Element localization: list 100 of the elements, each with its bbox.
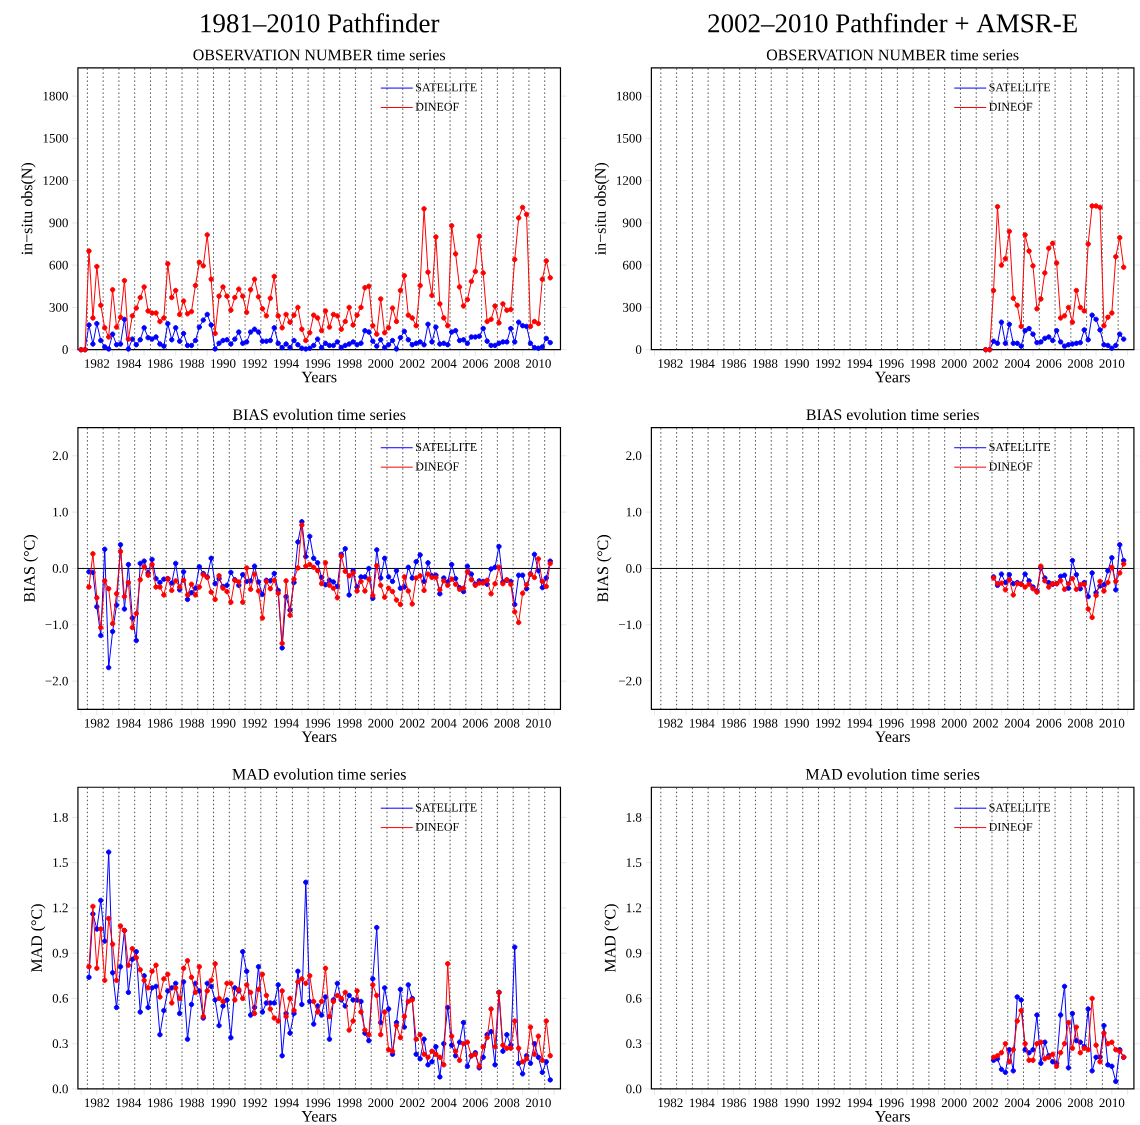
x-tick-label: 1994 xyxy=(274,359,299,368)
legend-label: DINEOF xyxy=(989,822,1033,831)
x-tick-label: 1998 xyxy=(337,1098,362,1108)
x-tick-label: 2010 xyxy=(525,718,551,728)
x-tick-label: 1986 xyxy=(721,359,746,368)
x-tick-label: 1984 xyxy=(116,1098,142,1108)
x-tick-label: 1992 xyxy=(242,1098,267,1108)
x-tick-label: 2010 xyxy=(525,359,551,368)
x-tick-label: 1986 xyxy=(721,718,746,728)
y-tick-label: 1500 xyxy=(43,133,68,143)
x-tick-label: 1994 xyxy=(847,359,873,368)
x-tick-label: 1990 xyxy=(211,359,236,368)
x-tick-label: 1994 xyxy=(847,718,873,728)
y-tick-label: 300 xyxy=(623,303,642,312)
x-axis-title: Years xyxy=(301,731,337,743)
x-tick-label: 2002 xyxy=(973,359,998,368)
x-tick-label: 2006 xyxy=(1036,1098,1062,1108)
y-tick-label: −1.0 xyxy=(45,620,68,630)
chart-title: MAD evolution time series xyxy=(232,768,406,780)
x-tick-label: 1994 xyxy=(847,1098,873,1108)
x-tick-label: 1996 xyxy=(879,1098,904,1108)
y-tick-label: 0 xyxy=(62,345,68,355)
y-tick-label: 0.9 xyxy=(52,948,68,958)
y-tick-label: 0.6 xyxy=(626,994,642,1003)
y-tick-label: 0.3 xyxy=(626,1039,642,1049)
y-tick-label: 300 xyxy=(49,303,68,312)
chart-title: MAD evolution time series xyxy=(805,768,980,780)
y-tick-label: 600 xyxy=(622,260,642,270)
chart-title: 1981–2010 Pathfinder xyxy=(201,13,440,33)
x-tick-label: 1998 xyxy=(910,718,936,728)
x-tick-label: 1992 xyxy=(816,1098,841,1108)
y-tick-label: 1500 xyxy=(617,133,642,143)
legend-label: SATELLITE xyxy=(416,443,477,452)
x-tick-label: 2010 xyxy=(1099,718,1125,728)
x-tick-label: 1996 xyxy=(305,718,331,728)
x-tick-label: 1984 xyxy=(116,359,142,368)
x-tick-label: 1992 xyxy=(816,718,841,728)
x-tick-label: 1998 xyxy=(337,359,362,368)
x-tick-label: 1986 xyxy=(721,1098,746,1108)
x-tick-label: 1998 xyxy=(910,1098,936,1108)
x-tick-label: 1992 xyxy=(242,718,267,728)
y-tick-label: 0.3 xyxy=(52,1039,68,1049)
x-tick-label: 1988 xyxy=(753,1098,778,1108)
x-tick-label: 1990 xyxy=(784,359,809,368)
y-tick-label: 1200 xyxy=(43,176,68,185)
x-tick-label: 2008 xyxy=(1067,1098,1093,1108)
x-tick-label: 1994 xyxy=(274,718,299,728)
chart-title: 2002–2010 Pathfinder + AMSR-E xyxy=(708,13,1077,33)
x-tick-label: 2000 xyxy=(941,359,967,368)
legend-label: DINEOF xyxy=(415,102,459,111)
x-tick-label: 1984 xyxy=(116,718,142,728)
x-tick-label: 2008 xyxy=(494,1098,520,1108)
x-tick-label: 1982 xyxy=(85,718,110,728)
x-tick-label: 2006 xyxy=(462,718,488,728)
x-tick-label: 1992 xyxy=(242,359,267,368)
y-tick-label: 1800 xyxy=(43,91,68,101)
y-tick-label: −2.0 xyxy=(618,676,642,686)
x-tick-label: 1996 xyxy=(305,359,331,368)
y-tick-label: 900 xyxy=(49,218,68,228)
x-tick-label: 1996 xyxy=(879,359,904,368)
y-tick-label: 2.0 xyxy=(626,451,642,461)
x-axis-title: Years xyxy=(875,731,910,743)
y-tick-label: 1800 xyxy=(617,91,642,101)
y-axis-title: BIAS (°C) xyxy=(23,535,39,603)
x-tick-label: 2010 xyxy=(1099,1098,1125,1108)
y-tick-label: 1.8 xyxy=(53,813,68,822)
y-tick-label: 1.0 xyxy=(626,507,642,517)
x-tick-label: 2006 xyxy=(462,1098,488,1108)
x-tick-label: 1996 xyxy=(879,718,904,728)
y-tick-label: 0.0 xyxy=(52,1084,68,1094)
x-tick-label: 2010 xyxy=(1099,359,1125,368)
x-tick-label: 1988 xyxy=(753,359,778,368)
x-tick-label: 1986 xyxy=(148,1098,173,1108)
x-tick-label: 2004 xyxy=(1004,718,1031,728)
y-tick-label: 1.2 xyxy=(53,903,68,913)
legend-label: SATELLITE xyxy=(416,83,477,92)
x-tick-label: 1986 xyxy=(148,359,173,368)
x-tick-label: 2004 xyxy=(1004,1098,1031,1108)
x-tick-label: 2002 xyxy=(399,718,425,728)
y-tick-label: 1.0 xyxy=(53,507,68,517)
x-tick-label: 2000 xyxy=(941,718,967,728)
x-tick-label: 2002 xyxy=(973,718,998,728)
x-tick-label: 1994 xyxy=(274,1098,299,1108)
x-tick-label: 2000 xyxy=(368,359,394,368)
legend-label: DINEOF xyxy=(989,462,1033,471)
x-tick-label: 2000 xyxy=(368,718,394,728)
x-tick-label: 1990 xyxy=(784,1098,809,1108)
x-axis-title: Years xyxy=(875,371,910,383)
y-tick-label: 0.0 xyxy=(626,1084,642,1094)
y-axis-title: BIAS (°C) xyxy=(596,535,612,603)
y-axis-title: in−situ obs(N) xyxy=(21,163,36,255)
y-tick-label: 1.5 xyxy=(53,858,68,868)
legend-label: DINEOF xyxy=(415,822,459,831)
y-axis-title: in−situ obs(N) xyxy=(594,163,610,255)
y-tick-label: 1.8 xyxy=(626,813,642,822)
x-tick-label: 2002 xyxy=(399,359,425,368)
y-tick-label: 1.5 xyxy=(626,858,642,868)
x-tick-label: 2000 xyxy=(368,1098,394,1108)
x-axis-title: Years xyxy=(875,1111,910,1122)
x-tick-label: 1988 xyxy=(179,359,204,368)
